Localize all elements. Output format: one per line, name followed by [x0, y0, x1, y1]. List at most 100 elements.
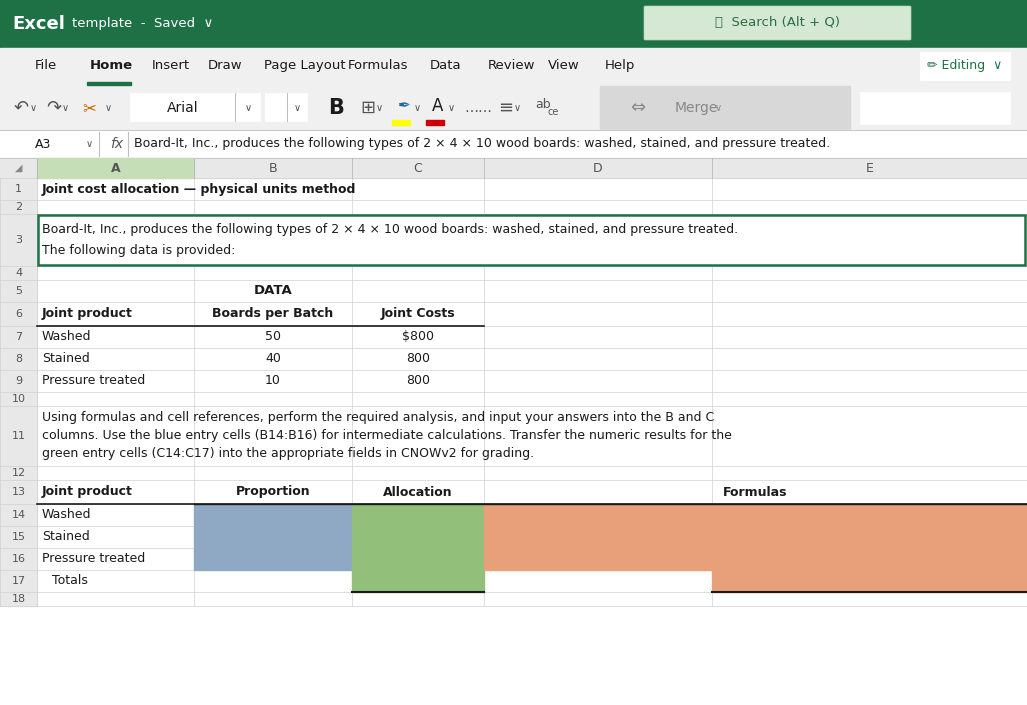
Text: Formulas: Formulas [723, 486, 788, 498]
Text: 11: 11 [11, 431, 26, 441]
Bar [37, 570, 1027, 592]
Text: ✏ Editing  ∨: ✏ Editing ∨ [927, 59, 1002, 73]
Bar [37, 592, 1027, 606]
Text: 16: 16 [11, 554, 26, 564]
Text: ∨: ∨ [30, 103, 37, 113]
Bar [0, 348, 37, 370]
Text: Home: Home [90, 59, 134, 73]
Text: ⇔: ⇔ [630, 99, 645, 117]
Text: Boards per Batch: Boards per Batch [213, 307, 334, 321]
Text: ≡: ≡ [498, 99, 514, 117]
Bar [352, 570, 484, 592]
Text: 18: 18 [11, 594, 26, 604]
Text: Joint product: Joint product [42, 307, 132, 321]
Bar [0, 214, 37, 266]
Text: Joint cost allocation — physical units method: Joint cost allocation — physical units m… [42, 183, 356, 195]
Bar [426, 120, 444, 125]
Bar [0, 370, 37, 392]
Text: Page Layout: Page Layout [264, 59, 346, 73]
Text: The following data is provided:: The following data is provided: [42, 244, 235, 257]
Text: Excel: Excel [12, 15, 65, 33]
Text: 13: 13 [11, 487, 26, 497]
Bar [37, 392, 1027, 406]
Bar [0, 0, 1027, 48]
Bar [37, 548, 1027, 570]
Text: Joint product: Joint product [42, 486, 132, 498]
Text: cе: cе [548, 107, 560, 117]
Text: 50: 50 [265, 331, 281, 343]
Text: 8: 8 [15, 354, 22, 364]
Text: green entry cells (C14:C17) into the appropriate fields in CNOWv2 for grading.: green entry cells (C14:C17) into the app… [42, 448, 534, 460]
Text: ∨: ∨ [376, 103, 383, 113]
Bar [37, 302, 1027, 326]
Bar [37, 214, 1027, 266]
Text: 40: 40 [265, 352, 281, 365]
Text: 2: 2 [15, 202, 22, 212]
Text: Allocation: Allocation [383, 486, 453, 498]
Text: Stained: Stained [42, 530, 89, 544]
Bar [0, 504, 37, 526]
Bar [484, 504, 1027, 526]
Text: ∨: ∨ [448, 103, 455, 113]
Bar [0, 526, 37, 548]
Text: 15: 15 [11, 532, 26, 542]
Text: ∨: ∨ [514, 103, 521, 113]
Text: Data: Data [430, 59, 461, 73]
Bar [860, 92, 1010, 124]
Text: Formulas: Formulas [348, 59, 409, 73]
Bar [194, 526, 352, 548]
Text: Board-It, Inc., produces the following types of 2 × 4 × 10 wood boards: washed, : Board-It, Inc., produces the following t… [42, 223, 738, 236]
Bar [392, 120, 410, 125]
Bar [0, 570, 37, 592]
Bar [0, 280, 37, 302]
Text: Washed: Washed [42, 508, 91, 522]
Text: 17: 17 [11, 576, 26, 586]
Bar [37, 504, 1027, 526]
Bar [0, 302, 37, 326]
Text: Joint Costs: Joint Costs [381, 307, 455, 321]
Text: ∨: ∨ [715, 103, 722, 113]
Text: B: B [328, 98, 344, 118]
Text: 14: 14 [11, 510, 26, 520]
Text: A: A [111, 161, 120, 175]
Text: Stained: Stained [42, 352, 89, 365]
Bar [0, 480, 37, 504]
Text: 7: 7 [15, 332, 22, 342]
Text: 800: 800 [406, 374, 430, 388]
Text: template  -  Saved  ∨: template - Saved ∨ [72, 18, 214, 30]
Text: Insert: Insert [152, 59, 190, 73]
Text: E: E [866, 161, 873, 175]
Text: 1: 1 [15, 184, 22, 194]
Text: Arial: Arial [166, 101, 198, 115]
Text: Board-It, Inc., produces the following types of 2 × 4 × 10 wood boards: washed, : Board-It, Inc., produces the following t… [134, 137, 830, 150]
Text: DATA: DATA [254, 285, 293, 298]
Text: Proportion: Proportion [235, 486, 310, 498]
Text: Review: Review [488, 59, 535, 73]
Text: 4: 4 [15, 268, 22, 278]
Bar [484, 526, 1027, 548]
Text: View: View [548, 59, 580, 73]
Bar [0, 592, 37, 606]
Bar [194, 548, 352, 570]
Bar [37, 348, 1027, 370]
Text: ⌕  Search (Alt + Q): ⌕ Search (Alt + Q) [715, 16, 840, 30]
Bar [484, 548, 1027, 570]
Bar [0, 326, 37, 348]
Bar [0, 48, 1027, 86]
Bar [37, 158, 194, 178]
Text: 3: 3 [15, 235, 22, 245]
Bar [352, 504, 484, 526]
Text: Help: Help [605, 59, 636, 73]
Bar [352, 548, 484, 570]
Text: A: A [432, 97, 444, 115]
Bar [0, 548, 37, 570]
Text: ∨: ∨ [62, 103, 69, 113]
Text: Totals: Totals [52, 575, 88, 587]
Bar [600, 86, 850, 130]
Bar [2, 133, 97, 155]
Text: Using formulas and cell references, perform the required analysis, and input you: Using formulas and cell references, perf… [42, 412, 714, 424]
Text: Washed: Washed [42, 331, 91, 343]
Text: ✂: ✂ [82, 99, 96, 117]
Text: A3: A3 [35, 137, 51, 150]
Bar [352, 526, 484, 548]
